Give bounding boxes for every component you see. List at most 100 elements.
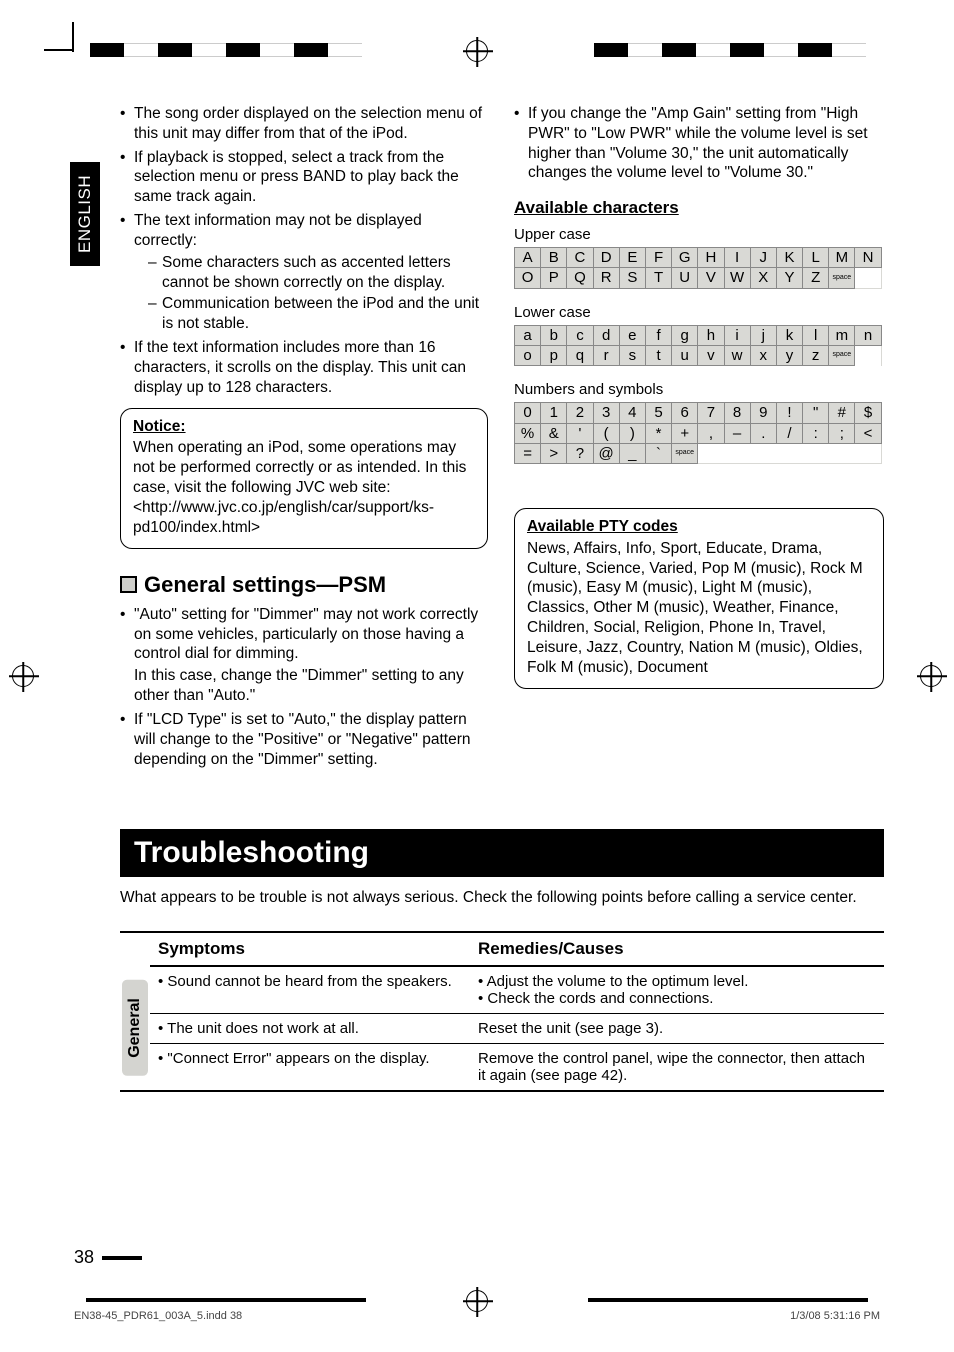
lowercase-table: abcdefghijklmnopqrstuvwxyzspace — [514, 325, 882, 366]
char-cell: i — [724, 325, 750, 345]
footer-date: 1/3/08 5:31:16 PM — [790, 1310, 880, 1322]
char-cell: space — [672, 443, 698, 463]
char-cell: v — [698, 346, 724, 366]
char-cell: + — [672, 423, 698, 443]
char-cell: K — [776, 248, 802, 268]
char-cell: # — [829, 403, 855, 423]
uppercase-table: ABCDEFGHIJKLMNOPQRSTUVWXYZspace — [514, 247, 882, 288]
bullet-item: "Auto" setting for "Dimmer" may not work… — [120, 605, 488, 706]
char-cell: 7 — [698, 403, 724, 423]
remedy-cell: Reset the unit (see page 3). — [470, 1014, 884, 1044]
char-cell: g — [672, 325, 698, 345]
char-cell: k — [776, 325, 802, 345]
symptom-text: Sound cannot be heard from the speakers. — [167, 973, 451, 990]
char-cell: Q — [567, 268, 593, 288]
remedy-cell: • Adjust the volume to the optimum level… — [470, 966, 884, 1014]
char-cell: N — [855, 248, 881, 268]
registration-mark — [466, 40, 488, 62]
char-cell: & — [541, 423, 567, 443]
char-cell: ? — [567, 443, 593, 463]
char-cell: 4 — [619, 403, 645, 423]
bullet-item: If the text information includes more th… — [120, 338, 488, 397]
bullet-item: If you change the "Amp Gain" setting fro… — [514, 104, 884, 183]
char-cell: w — [724, 346, 750, 366]
crop-mark — [72, 22, 74, 52]
language-tab: ENGLISH — [70, 162, 100, 266]
left-column: The song order displayed on the selectio… — [120, 104, 488, 773]
page-number-text: 38 — [74, 1247, 94, 1268]
remedy-text: Check the cords and connections. — [487, 990, 713, 1007]
heading-icon — [120, 576, 137, 593]
notice-box: Notice: When operating an iPod, some ope… — [120, 408, 488, 549]
char-cell: – — [724, 423, 750, 443]
char-cell: e — [619, 325, 645, 345]
char-cell: z — [803, 346, 829, 366]
char-cell: L — [803, 248, 829, 268]
char-cell: E — [619, 248, 645, 268]
char-cell: S — [619, 268, 645, 288]
char-cell: f — [645, 325, 671, 345]
char-cell: b — [541, 325, 567, 345]
char-cell: r — [593, 346, 619, 366]
char-cell: c — [567, 325, 593, 345]
dash-item: Some characters such as accented letters… — [148, 253, 488, 293]
char-cell: h — [698, 325, 724, 345]
char-cell: ` — [645, 443, 671, 463]
footer-bar — [86, 1298, 366, 1302]
registration-mark — [466, 1290, 488, 1312]
troubleshooting-lead: What appears to be trouble is not always… — [120, 889, 884, 907]
char-cell: = — [515, 443, 541, 463]
char-cell: Y — [776, 268, 802, 288]
registration-mark — [920, 665, 942, 687]
char-cell: X — [750, 268, 776, 288]
char-cell: > — [541, 443, 567, 463]
char-cell: / — [776, 423, 802, 443]
char-cell: ; — [829, 423, 855, 443]
notice-body: When operating an iPod, some operations … — [133, 438, 475, 537]
char-cell: ' — [567, 423, 593, 443]
char-cell: ) — [619, 423, 645, 443]
char-cell: Z — [803, 268, 829, 288]
bullet-note: In this case, change the "Dimmer" settin… — [134, 666, 488, 706]
bullet-item: The song order displayed on the selectio… — [120, 104, 488, 144]
bullet-text: The text information may not be displaye… — [134, 212, 422, 249]
char-cell: 8 — [724, 403, 750, 423]
th-symptoms: Symptoms — [150, 932, 470, 966]
page-number: 38 — [74, 1247, 142, 1268]
troubleshooting-title: Troubleshooting — [120, 829, 884, 877]
char-cell: . — [750, 423, 776, 443]
char-cell: m — [829, 325, 855, 345]
symptom-text: "Connect Error" appears on the display. — [167, 1050, 429, 1067]
color-bar — [594, 43, 866, 57]
char-cell: space — [829, 268, 855, 288]
char-cell: U — [672, 268, 698, 288]
remedy-cell: Remove the control panel, wipe the conne… — [470, 1044, 884, 1092]
pty-body: News, Affairs, Info, Sport, Educate, Dra… — [527, 539, 871, 678]
char-cell: q — [567, 346, 593, 366]
char-cell: C — [567, 248, 593, 268]
char-cell: F — [645, 248, 671, 268]
right-column: If you change the "Amp Gain" setting fro… — [514, 104, 884, 773]
th-remedies: Remedies/Causes — [470, 932, 884, 966]
crop-mark — [44, 49, 74, 51]
char-cell: O — [515, 268, 541, 288]
char-cell: n — [855, 325, 881, 345]
char-cell: M — [829, 248, 855, 268]
char-cell: D — [593, 248, 619, 268]
numbers-table: 0123456789!"#$%&'()*+,–./:;<=>?@_`space — [514, 402, 882, 464]
lowercase-label: Lower case — [514, 303, 884, 322]
char-cell: j — [750, 325, 776, 345]
char-cell: _ — [619, 443, 645, 463]
char-cell: 2 — [567, 403, 593, 423]
available-chars-heading: Available characters — [514, 197, 884, 219]
char-cell: x — [750, 346, 776, 366]
char-cell: $ — [855, 403, 881, 423]
color-bar — [90, 43, 362, 57]
heading-text: General settings—PSM — [144, 571, 386, 599]
char-cell: ! — [776, 403, 802, 423]
pty-title: Available PTY codes — [527, 517, 871, 537]
symptom-text: The unit does not work at all. — [167, 1020, 359, 1037]
char-cell: * — [645, 423, 671, 443]
char-cell: d — [593, 325, 619, 345]
troubleshooting-section: Troubleshooting What appears to be troub… — [120, 829, 884, 1092]
